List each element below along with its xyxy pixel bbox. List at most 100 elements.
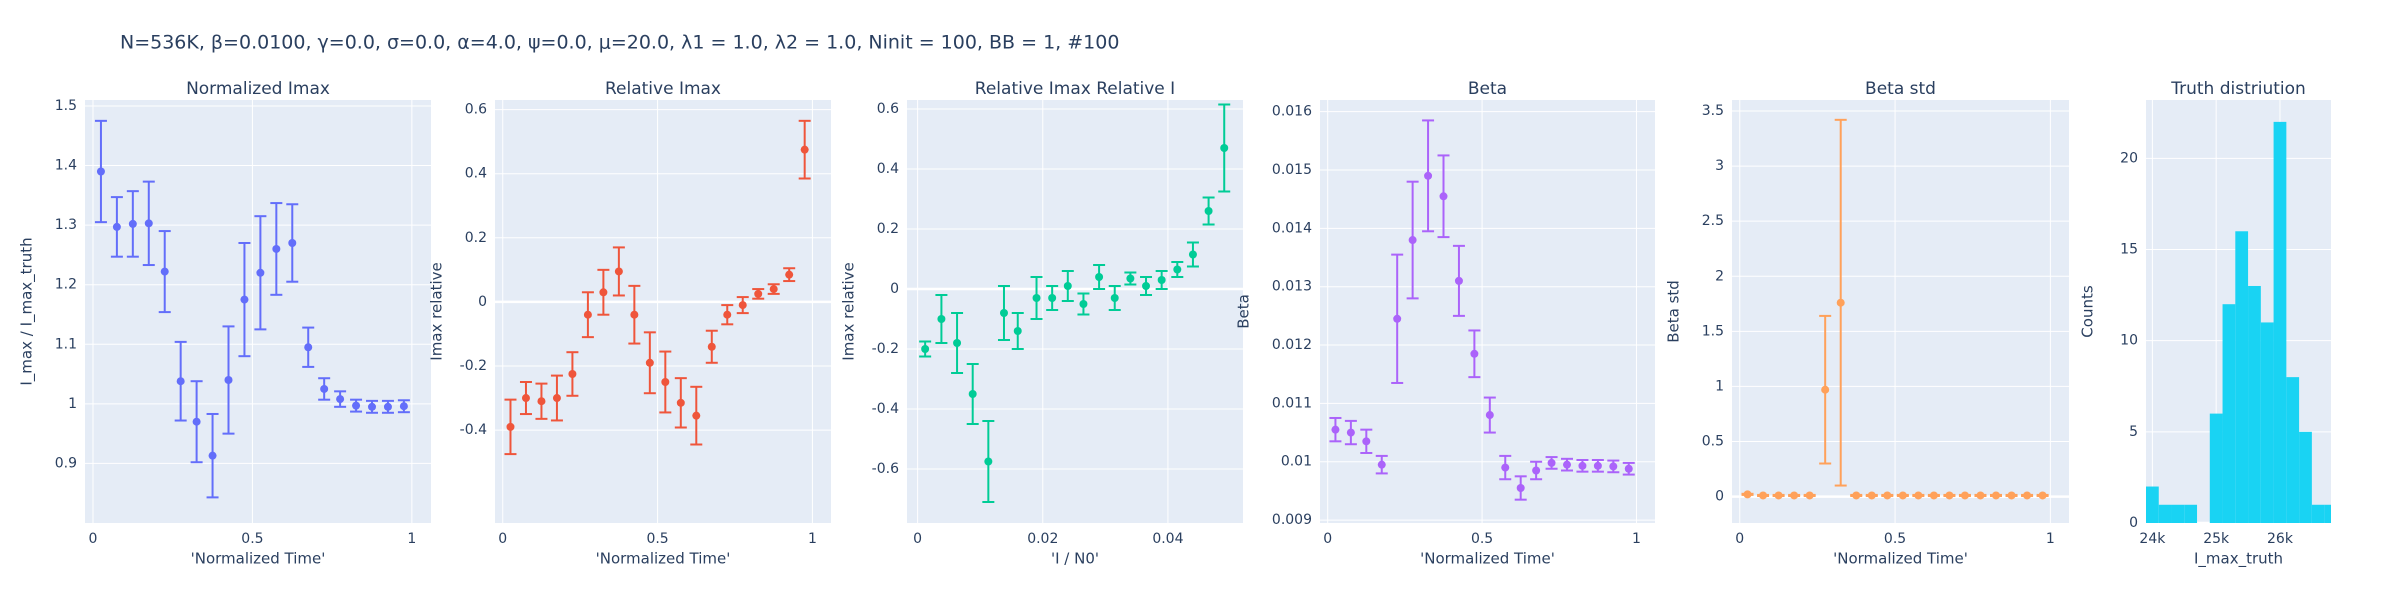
point	[1609, 462, 1618, 471]
x-axis-label: 'Normalized Time'	[1420, 550, 1555, 568]
point	[1593, 461, 1602, 470]
y-tick-label: 0.2	[877, 221, 899, 237]
point	[1759, 491, 1768, 500]
point	[1439, 192, 1448, 201]
panel-title: Truth distriution	[2170, 79, 2306, 99]
point	[1821, 385, 1830, 394]
point	[1079, 300, 1088, 308]
point	[568, 369, 577, 378]
bar	[2248, 285, 2261, 523]
point	[661, 378, 670, 386]
point	[1867, 491, 1876, 500]
y-axis-label: Counts	[2079, 285, 2097, 338]
y-tick-label: 1.3	[55, 217, 77, 233]
point	[552, 394, 561, 403]
plot-area	[907, 100, 1243, 523]
point	[1914, 491, 1923, 500]
point	[2007, 491, 2016, 500]
y-tick-label: 0.012	[1272, 337, 1312, 353]
point	[1126, 274, 1135, 283]
point	[1377, 460, 1386, 469]
x-axis-label: 'I / N0'	[1051, 550, 1099, 568]
plot-area	[1732, 100, 2069, 523]
point	[1929, 491, 1938, 500]
point	[630, 310, 639, 319]
x-tick-label: 0.5	[1471, 531, 1493, 547]
y-axis-label: Imax relative	[428, 262, 446, 360]
y-tick-label: -0.2	[872, 341, 899, 357]
bar	[2171, 504, 2185, 523]
y-tick-label: 1.5	[1702, 323, 1724, 339]
x-tick-label: 0.5	[1884, 531, 1906, 547]
panel-title: Beta std	[1865, 79, 1936, 99]
plot-area	[2146, 100, 2331, 523]
bar	[2222, 304, 2236, 523]
bar	[2158, 504, 2172, 523]
x-tick-label: 0	[1735, 531, 1744, 547]
point	[614, 267, 623, 276]
bar	[2146, 486, 2159, 523]
point	[1063, 282, 1072, 290]
point	[176, 377, 185, 386]
x-tick-label: 26k	[2267, 531, 2294, 547]
point	[1563, 460, 1572, 469]
x-tick-label: 1	[808, 531, 817, 547]
point	[506, 422, 515, 431]
point	[1173, 265, 1182, 274]
point	[1976, 491, 1985, 500]
y-tick-label: -0.4	[460, 422, 487, 438]
y-tick-label: 0.5	[1702, 433, 1724, 449]
figure-title: N=536K, β=0.0100, γ=0.0, σ=0.0, α=4.0, ψ…	[120, 32, 1119, 54]
y-tick-label: 0.014	[1272, 220, 1312, 236]
point	[1424, 171, 1433, 180]
y-tick-label: 0	[2129, 515, 2138, 531]
point	[1013, 327, 1022, 335]
y-tick-label: 0.4	[465, 166, 487, 182]
point	[968, 390, 977, 398]
point	[1836, 298, 1845, 307]
bar	[2273, 121, 2287, 523]
point	[1960, 491, 1969, 500]
y-tick-label: 1	[68, 396, 77, 412]
x-tick-label: 1	[2046, 531, 2055, 547]
point	[192, 417, 201, 426]
point	[1470, 349, 1479, 358]
panel-title: Beta	[1468, 79, 1507, 99]
point	[1883, 491, 1892, 500]
point	[785, 270, 794, 279]
point	[1547, 458, 1556, 467]
y-axis-label: Beta std	[1665, 280, 1683, 343]
point	[1393, 314, 1402, 323]
y-tick-label: -0.4	[872, 401, 899, 417]
y-tick-label: 0.01	[1281, 454, 1312, 470]
y-tick-label: 0	[890, 281, 899, 297]
x-axis-label: I_max_truth	[2194, 550, 2283, 569]
point	[1331, 425, 1340, 434]
point	[754, 289, 763, 298]
plot-area	[495, 100, 831, 523]
y-tick-label: 0.015	[1272, 162, 1312, 178]
y-tick-label: 1.2	[55, 277, 77, 293]
point	[272, 244, 281, 253]
point	[1774, 491, 1783, 500]
x-tick-label: 0.5	[646, 531, 668, 547]
point	[240, 295, 249, 304]
point	[1095, 273, 1104, 281]
x-tick-label: 0	[1323, 531, 1332, 547]
x-tick-label: 1	[407, 531, 416, 547]
point	[1743, 490, 1752, 499]
x-tick-label: 0	[89, 531, 98, 547]
point	[1220, 144, 1229, 152]
point	[921, 345, 930, 353]
point	[383, 402, 392, 411]
x-tick-label: 25k	[2203, 531, 2230, 547]
y-tick-label: 0.009	[1272, 512, 1312, 528]
point	[352, 401, 361, 410]
y-tick-label: 1	[1715, 378, 1724, 394]
plot-area	[1320, 100, 1655, 523]
point	[1578, 461, 1587, 470]
point	[1362, 437, 1371, 446]
point	[583, 310, 592, 319]
y-tick-label: 0.6	[877, 101, 899, 117]
y-axis-label: Beta	[1235, 294, 1253, 329]
